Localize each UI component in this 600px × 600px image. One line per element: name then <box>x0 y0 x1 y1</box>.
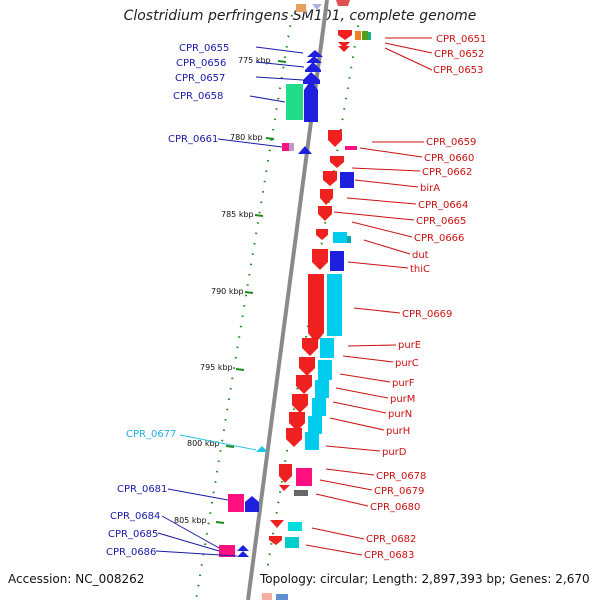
map-title: Clostridium perfringens SM101, complete … <box>123 8 477 24</box>
label-cpr0669[interactable]: CPR_0669 <box>402 309 452 320</box>
tick-800 <box>225 445 235 448</box>
gene-glyphs <box>219 30 371 600</box>
gene-bira <box>340 172 354 188</box>
gene-cpr0669 <box>308 274 324 343</box>
gene-purc <box>299 357 315 376</box>
tick-780 <box>265 137 275 140</box>
gene-cpr0665 <box>316 229 328 240</box>
label-purd[interactable]: purD <box>382 447 407 458</box>
scale-label-790: 790 kbp <box>211 287 244 296</box>
label-cpr0683[interactable]: CPR_0683 <box>364 550 414 561</box>
scale-ticks <box>215 60 287 524</box>
tick-785 <box>254 214 264 217</box>
gene-cpr0661 <box>282 143 289 151</box>
gene-purh <box>286 428 302 447</box>
right-ruler-dots <box>261 14 361 600</box>
label-purf[interactable]: purF <box>392 378 415 389</box>
gene-purm <box>292 394 308 413</box>
label-cpr0666[interactable]: CPR_0666 <box>414 233 464 244</box>
label-cpr0655[interactable]: CPR_0655 <box>179 43 229 54</box>
tick-805 <box>215 521 225 524</box>
gene-cpr0651 <box>338 30 352 40</box>
tick-790 <box>244 291 254 294</box>
gene-cpr0682 <box>270 520 284 528</box>
gene-cpr0684 <box>219 545 235 557</box>
label-cpr0684[interactable]: CPR_0684 <box>110 511 160 522</box>
top-partial-features <box>296 0 350 12</box>
scale-label-785: 785 kbp <box>221 210 254 219</box>
label-purh[interactable]: purH <box>386 426 410 437</box>
label-cpr0651[interactable]: CPR_0651 <box>436 34 486 45</box>
label-cpr0653[interactable]: CPR_0653 <box>433 65 483 76</box>
scale-label-795: 795 kbp <box>200 363 233 372</box>
label-bira[interactable]: birA <box>420 183 440 194</box>
label-cpr0686[interactable]: CPR_0686 <box>106 547 156 558</box>
gene-cpr0677 <box>256 446 268 452</box>
accession-label: Accession: NC_008262 <box>8 572 145 586</box>
label-cpr0656[interactable]: CPR_0656 <box>176 58 226 69</box>
label-cpr0682[interactable]: CPR_0682 <box>366 534 416 545</box>
gene-cpr0679 <box>296 468 312 486</box>
gene-cpr0662 <box>323 171 337 186</box>
gene-purn <box>289 412 305 431</box>
gene-cpr0666 <box>333 232 347 243</box>
label-cpr0681[interactable]: CPR_0681 <box>117 484 167 495</box>
gene-cpr0657 <box>303 72 320 84</box>
label-cpr0662[interactable]: CPR_0662 <box>422 167 472 178</box>
leader-lines <box>155 37 433 557</box>
label-cpr0658[interactable]: CPR_0658 <box>173 91 223 102</box>
genome-stats: Topology: circular; Length: 2,897,393 bp… <box>260 572 590 586</box>
gene-cpr0653 <box>362 31 368 40</box>
gene-cpr0659 <box>328 130 342 147</box>
label-cpr0685[interactable]: CPR_0685 <box>108 529 158 540</box>
gene-cpr0660 <box>345 146 357 150</box>
label-thic[interactable]: thiC <box>410 264 430 275</box>
gene-cpr0686 <box>237 551 249 557</box>
label-cpr0660[interactable]: CPR_0660 <box>424 153 474 164</box>
scale-label-775: 775 kbp <box>238 56 271 65</box>
gene-dut <box>312 249 328 270</box>
left-ruler-dots <box>195 14 293 600</box>
gene-cpr0683 <box>269 536 282 545</box>
label-cpr0680[interactable]: CPR_0680 <box>370 502 420 513</box>
scale-label-805: 805 kbp <box>174 516 207 525</box>
label-cpr0652[interactable]: CPR_0652 <box>434 49 484 60</box>
label-cpr0659[interactable]: CPR_0659 <box>426 137 476 148</box>
gene-cpr0680 <box>294 490 308 496</box>
label-cpr0661[interactable]: CPR_0661 <box>168 134 218 145</box>
label-purm[interactable]: purM <box>390 394 415 405</box>
gene-thic <box>330 251 344 271</box>
label-cpr0664[interactable]: CPR_0664 <box>418 200 468 211</box>
gene-cpr0681 <box>228 494 244 512</box>
gene-cpr0685 <box>237 545 249 551</box>
label-cpr0665[interactable]: CPR_0665 <box>416 216 466 227</box>
gene-cpr0678 <box>279 464 292 483</box>
label-dut[interactable]: dut <box>412 250 429 261</box>
gene-cpr0652 <box>355 31 361 40</box>
label-cpr0657[interactable]: CPR_0657 <box>175 73 225 84</box>
gene-cpr0664 <box>320 189 333 205</box>
label-pure[interactable]: purE <box>398 340 421 351</box>
scale-label-780: 780 kbp <box>230 133 263 142</box>
label-purn[interactable]: purN <box>388 409 412 420</box>
label-cpr0677[interactable]: CPR_0677 <box>126 429 176 440</box>
gene-cpr0656 <box>305 62 321 72</box>
label-cpr0678[interactable]: CPR_0678 <box>376 471 426 482</box>
scale-label-800: 800 kbp <box>187 439 220 448</box>
gene-purf <box>296 375 312 394</box>
label-purc[interactable]: purC <box>395 358 419 369</box>
tick-775 <box>277 60 287 63</box>
gene-cpr0655 <box>307 50 323 57</box>
label-cpr0679[interactable]: CPR_0679 <box>374 486 424 497</box>
gene-cpr0658 <box>286 84 303 120</box>
gene-purd <box>305 432 319 450</box>
tick-795 <box>235 368 245 371</box>
gene-pure <box>302 338 318 356</box>
